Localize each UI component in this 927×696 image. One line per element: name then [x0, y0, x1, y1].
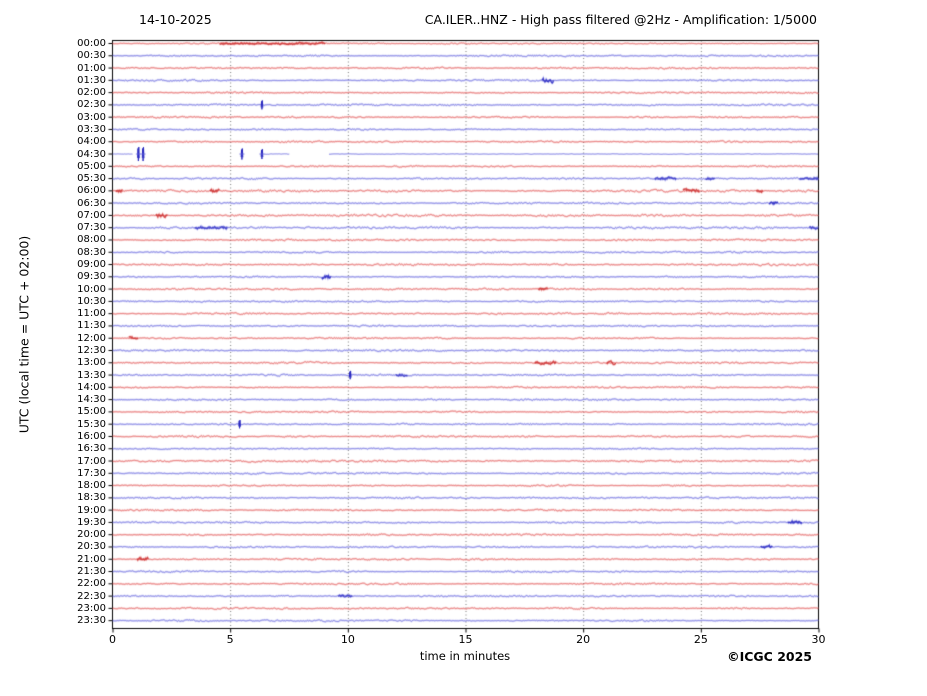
y-tick-label: 16:00: [77, 430, 106, 442]
y-tick-label: 12:30: [77, 345, 106, 356]
x-tick-label: 10: [340, 633, 355, 646]
y-tick-label: 23:00: [77, 602, 106, 614]
y-tick-label: 17:00: [77, 455, 106, 467]
y-tick-label: 09:00: [77, 259, 106, 271]
y-tick-label: 02:30: [77, 99, 106, 111]
y-tick-label: 02:00: [77, 87, 106, 99]
x-tick-label: 25: [693, 633, 708, 646]
y-tick-label: 21:00: [77, 553, 106, 565]
y-tick-label: 18:00: [77, 480, 106, 492]
y-tick-label: 19:30: [77, 516, 106, 528]
y-tick-label: 10:30: [77, 295, 106, 307]
y-tick-label: 10:00: [77, 283, 106, 295]
y-tick-label: 06:00: [77, 185, 106, 197]
y-tick-label: 07:00: [77, 209, 106, 221]
y-tick-label: 06:30: [77, 197, 106, 209]
y-tick-label: 18:30: [77, 492, 106, 504]
y-tick-label: 13:00: [77, 357, 106, 369]
y-tick-label: 14:30: [77, 394, 106, 406]
y-tick-label: 07:30: [77, 222, 106, 234]
y-tick-label: 23:30: [77, 615, 106, 627]
y-tick-label: 03:00: [77, 111, 106, 123]
y-tick-label: 21:30: [77, 566, 106, 578]
x-axis-title: time in minutes: [419, 649, 511, 663]
y-tick-label: 15:00: [77, 406, 106, 418]
date-label: 14-10-2025: [139, 12, 212, 27]
y-tick-label: 20:30: [77, 541, 106, 553]
y-tick-label: 04:00: [77, 136, 106, 148]
y-tick-label: 11:00: [77, 308, 106, 320]
y-tick-label: 14:00: [77, 381, 106, 393]
y-tick-label: 03:30: [77, 123, 106, 135]
x-tick-label: 20: [576, 633, 591, 646]
y-tick-label: 05:30: [77, 173, 106, 185]
plot-title: CA.ILER..HNZ - High pass filtered @2Hz -…: [424, 12, 817, 27]
y-tick-label: 00:00: [77, 38, 106, 49]
y-tick-label: 17:30: [77, 467, 106, 479]
y-tick-label: 12:00: [77, 332, 106, 344]
y-tick-label: 09:30: [77, 271, 106, 283]
x-tick-label: 30: [811, 633, 826, 646]
y-tick-label: 22:00: [77, 578, 106, 590]
y-tick-label: 15:30: [77, 418, 106, 430]
y-tick-label: 01:30: [77, 74, 106, 86]
x-tick-label: 15: [458, 633, 473, 646]
y-tick-label: 16:30: [77, 443, 106, 455]
y-tick-label: 13:30: [77, 369, 106, 381]
y-tick-label: 08:00: [77, 234, 106, 246]
y-tick-label: 20:00: [77, 529, 106, 541]
y-tick-label: 22:30: [77, 590, 106, 602]
y-axis-title: UTC (local time = UTC + 02:00): [16, 235, 32, 434]
y-tick-label: 08:30: [77, 246, 106, 258]
copyright-label: ©ICGC 2025: [727, 649, 812, 664]
x-tick-label: 0: [109, 633, 116, 646]
y-tick-label: 00:30: [77, 50, 106, 62]
y-tick-label: 01:00: [77, 62, 106, 74]
x-tick-label: 5: [226, 633, 234, 646]
y-tick-label: 11:30: [77, 320, 106, 332]
y-tick-label: 19:00: [77, 504, 106, 516]
y-tick-label: 05:00: [77, 160, 106, 172]
y-tick-label: 04:30: [77, 148, 106, 160]
